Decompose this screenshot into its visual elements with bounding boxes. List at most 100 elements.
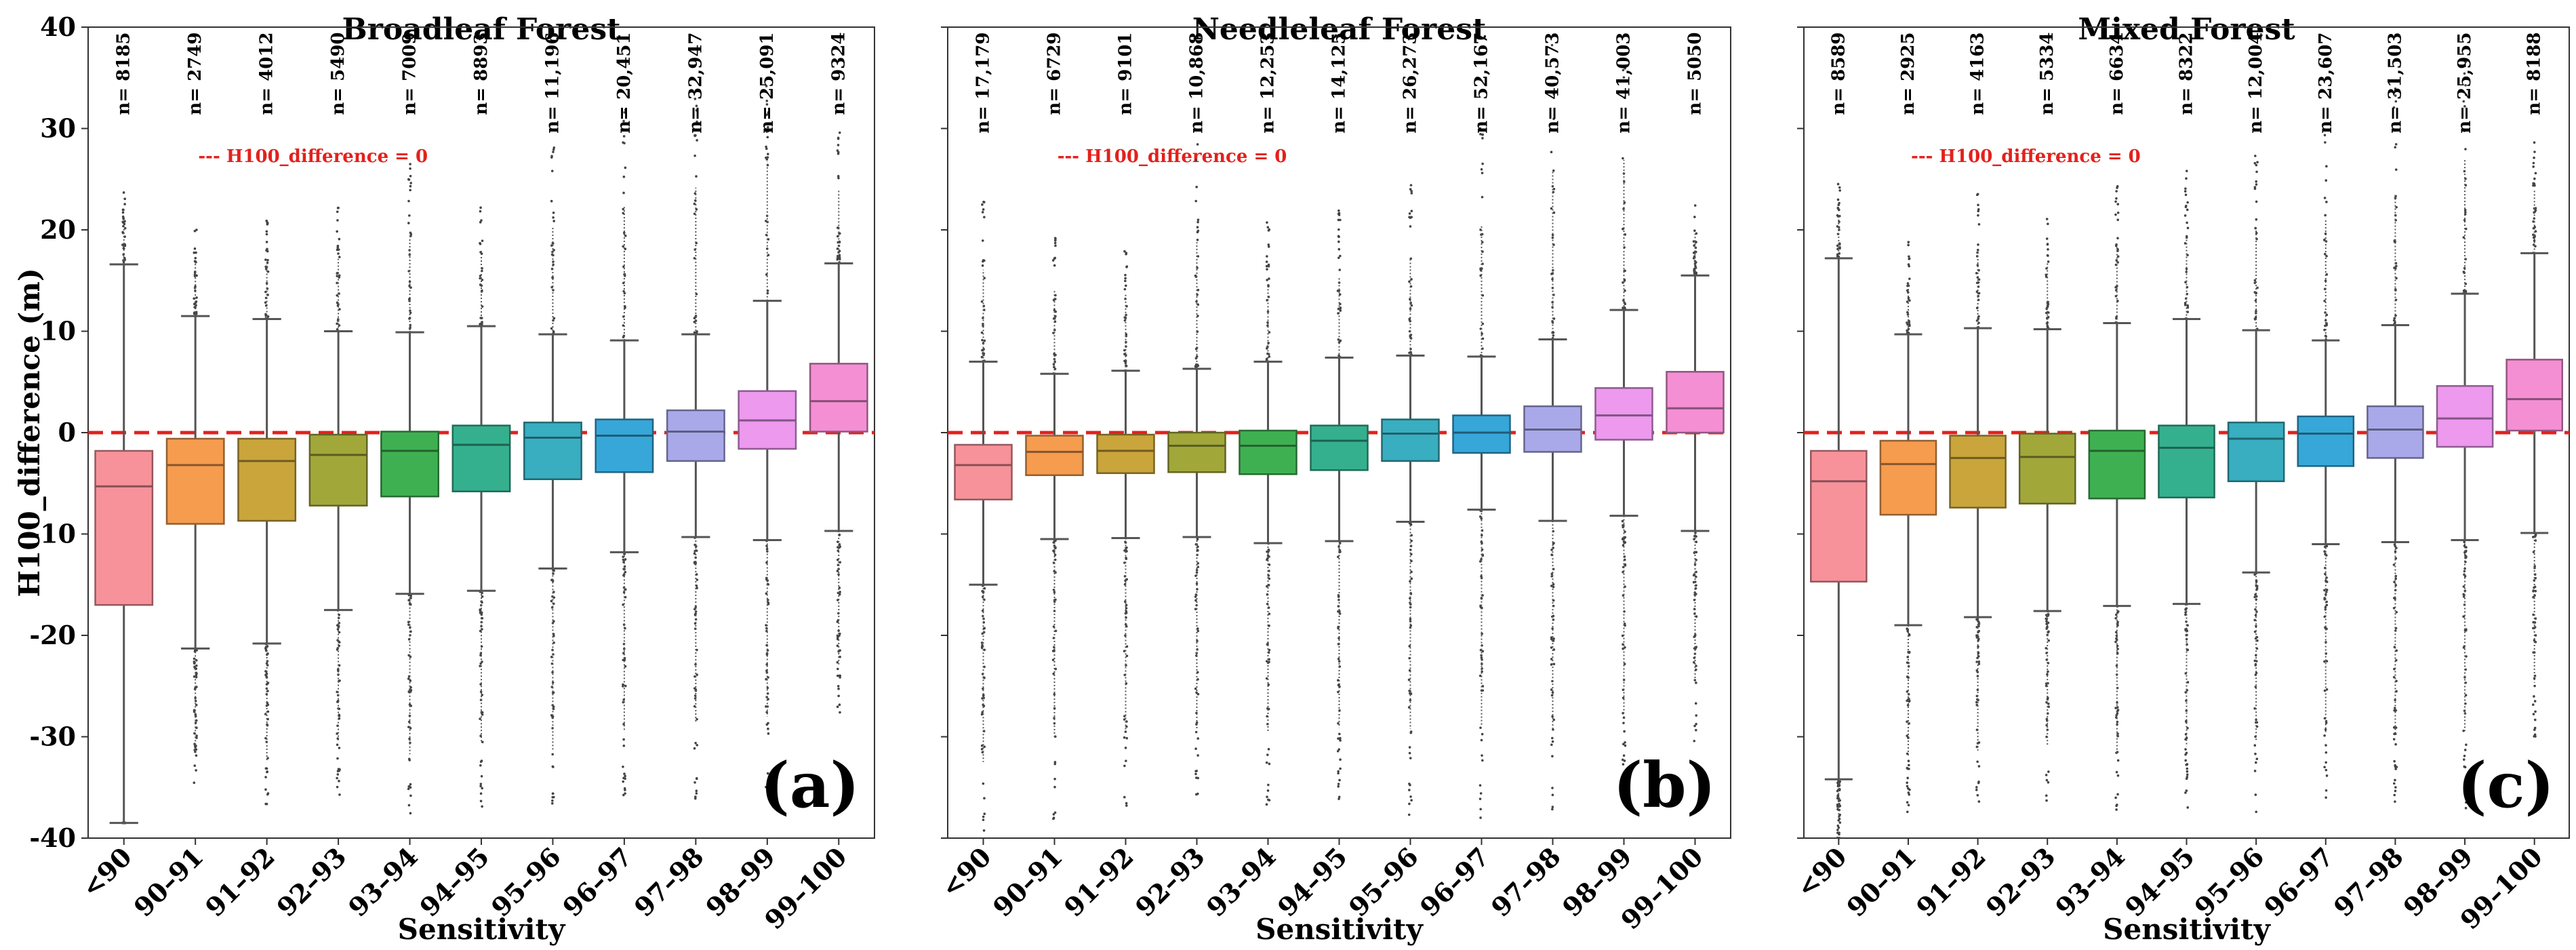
flier-point bbox=[2186, 221, 2188, 224]
flier-point bbox=[2394, 168, 2398, 171]
flier-point bbox=[550, 802, 554, 805]
flier-point bbox=[1338, 778, 1341, 782]
flier-point bbox=[695, 777, 698, 780]
flier-point bbox=[552, 317, 556, 320]
flier-point bbox=[622, 723, 625, 726]
flier-point bbox=[1339, 302, 1342, 306]
flier-point bbox=[2185, 177, 2188, 180]
flier-point bbox=[2045, 622, 2048, 625]
flier-point bbox=[1268, 355, 1271, 358]
flier-point bbox=[1409, 184, 1413, 186]
flier-point bbox=[479, 690, 483, 693]
flier-point bbox=[1976, 793, 1979, 797]
flier-point bbox=[1479, 808, 1482, 811]
flier-point bbox=[1623, 201, 1626, 204]
flier-point bbox=[1907, 241, 1910, 243]
flier-point bbox=[836, 620, 839, 623]
flier-point bbox=[1693, 255, 1696, 258]
flier-point bbox=[552, 148, 555, 151]
flier-point bbox=[408, 601, 411, 605]
n-label: n= 40,573 bbox=[1543, 32, 1563, 133]
flier-point bbox=[1337, 555, 1340, 559]
n-label: n= 8188 bbox=[2524, 32, 2545, 115]
flier-point bbox=[123, 226, 127, 230]
flier-point bbox=[622, 265, 625, 269]
flier-point bbox=[1551, 806, 1554, 808]
flier-point bbox=[1622, 207, 1625, 210]
flier-point bbox=[2532, 184, 2535, 187]
flier-point bbox=[1409, 692, 1411, 695]
flier-point bbox=[1906, 321, 1908, 324]
flier-point bbox=[1624, 744, 1627, 747]
flier-point bbox=[980, 713, 984, 716]
flier-point bbox=[2186, 201, 2189, 204]
flier-point bbox=[1268, 762, 1271, 766]
flier-point bbox=[1624, 741, 1626, 744]
x-tick-label: 94–95 bbox=[2119, 842, 2200, 923]
flier-point bbox=[2323, 239, 2326, 241]
flier-point bbox=[2184, 748, 2187, 751]
flier-point bbox=[2394, 142, 2398, 146]
flier-point bbox=[408, 284, 411, 288]
panel-title: Needleleaf Forest bbox=[1192, 12, 1487, 47]
flier-point bbox=[122, 191, 125, 194]
x-tick-label: 96–97 bbox=[557, 842, 638, 923]
flier-point bbox=[2325, 744, 2327, 747]
panel-title: Mixed Forest bbox=[2078, 12, 2295, 47]
flier-point bbox=[1266, 279, 1268, 281]
flier-point bbox=[983, 797, 986, 800]
flier-point bbox=[1693, 204, 1697, 207]
flier-point bbox=[2534, 209, 2537, 212]
flier-point bbox=[1408, 789, 1411, 791]
flier-point bbox=[1551, 736, 1554, 740]
x-tick-label: 90–91 bbox=[128, 842, 209, 923]
flier-point bbox=[767, 601, 770, 605]
flier-point bbox=[1623, 759, 1626, 762]
flier-point bbox=[2395, 610, 2398, 614]
flier-point bbox=[1125, 284, 1127, 288]
flier-point bbox=[409, 594, 413, 597]
flier-point bbox=[2046, 673, 2049, 676]
flier-point bbox=[983, 216, 986, 219]
flier-point bbox=[2255, 200, 2258, 203]
flier-point bbox=[195, 649, 198, 652]
flier-point bbox=[1409, 783, 1411, 787]
box-body bbox=[1381, 418, 1440, 462]
flier-point bbox=[1194, 730, 1198, 734]
flier-point bbox=[1053, 811, 1057, 814]
flier-point bbox=[1266, 268, 1268, 271]
flier-point bbox=[1267, 748, 1270, 751]
flier-point bbox=[2254, 226, 2257, 230]
flier-point bbox=[696, 717, 698, 721]
panel-letter: (c) bbox=[2457, 749, 2554, 822]
flier-point bbox=[1339, 767, 1342, 770]
flier-point bbox=[1053, 553, 1057, 557]
flier-point bbox=[266, 261, 269, 264]
flier-point bbox=[2253, 770, 2257, 772]
box-body bbox=[94, 450, 154, 606]
flier-point bbox=[1125, 736, 1129, 740]
flier-point bbox=[336, 628, 340, 631]
flier-point bbox=[1551, 277, 1554, 281]
flier-point bbox=[550, 327, 553, 330]
flier-point bbox=[2464, 694, 2468, 697]
flier-point bbox=[552, 705, 555, 709]
flier-point bbox=[1410, 539, 1413, 542]
flier-point bbox=[1480, 167, 1483, 171]
flier-point bbox=[693, 321, 696, 323]
box-body bbox=[1239, 429, 1297, 475]
flier-point bbox=[1906, 781, 1909, 785]
flier-point bbox=[2463, 64, 2466, 68]
flier-point bbox=[622, 780, 625, 783]
flier-point bbox=[1336, 749, 1340, 753]
flier-point bbox=[481, 787, 483, 790]
flier-point bbox=[2183, 214, 2187, 217]
flier-point bbox=[2256, 286, 2259, 290]
flier-point bbox=[766, 686, 769, 690]
flier-point bbox=[1478, 797, 1482, 800]
flier-point bbox=[1125, 607, 1128, 610]
flier-point bbox=[193, 710, 196, 713]
n-label: n= 5050 bbox=[1685, 32, 1706, 115]
flier-point bbox=[1053, 239, 1057, 242]
flier-point bbox=[1480, 574, 1483, 578]
